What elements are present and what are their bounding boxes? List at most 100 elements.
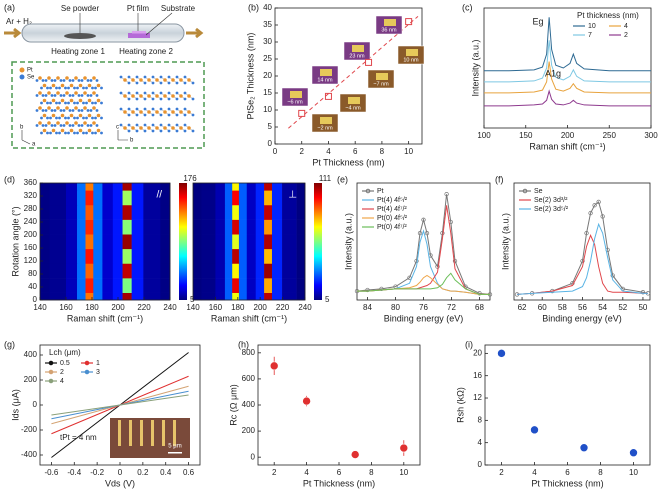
atom: [67, 131, 70, 135]
y-tick-label: 120: [24, 256, 38, 265]
heat-cell: [49, 190, 67, 206]
y-tick-label: 280: [24, 204, 38, 213]
inset-label: 14 nm: [317, 77, 333, 83]
x-tick-label: 76: [419, 303, 428, 312]
atom: [67, 116, 70, 120]
heat-cell: [143, 278, 161, 293]
atom: [151, 97, 155, 101]
afm-flake: [320, 117, 332, 124]
y-tick-label: 8: [478, 415, 483, 424]
heat-cell: [49, 278, 67, 293]
atom: [139, 110, 143, 114]
atom: [167, 97, 171, 101]
x-axis-label: Pt Thickness (nm): [312, 157, 384, 167]
atom: [78, 98, 83, 103]
atom: [44, 124, 48, 127]
heat-cell: [282, 278, 297, 293]
x-tick-label: 0: [273, 147, 278, 156]
x-tick-label: 0: [118, 468, 123, 477]
atom: [131, 94, 135, 98]
heat-cell: [112, 292, 123, 301]
atom: [80, 124, 84, 127]
heat-cell: [201, 219, 216, 235]
y-tick-label: 30: [263, 37, 272, 46]
atom: [82, 131, 85, 135]
atom: [119, 107, 123, 111]
heat-cell: [271, 263, 283, 279]
legend-label: 4: [624, 23, 628, 30]
heat-cell: [66, 263, 78, 279]
heat-cell: [131, 248, 144, 264]
colorbar: [179, 183, 187, 300]
heat-cell: [255, 292, 265, 301]
atom: [59, 94, 63, 97]
series-line: [484, 17, 651, 72]
atom: [183, 123, 187, 127]
atom: [191, 97, 195, 101]
plot-frame: [192, 182, 306, 301]
atom: [92, 91, 96, 95]
atom: [167, 129, 171, 133]
atom: [159, 81, 163, 85]
atom: [77, 79, 81, 82]
atom: [87, 113, 92, 118]
atom: [100, 101, 103, 105]
heat-cell: [40, 292, 51, 301]
atom: [44, 79, 48, 82]
atom: [64, 101, 67, 105]
atom: [38, 76, 42, 80]
heat-cell: [246, 292, 257, 301]
legend-label: 2: [60, 369, 64, 376]
afm-flake: [384, 19, 396, 26]
heat-cell: [215, 292, 226, 301]
x-tick-label: 0.6: [183, 468, 195, 477]
heat-cell: [296, 234, 306, 250]
atom: [56, 91, 60, 95]
atom: [47, 91, 51, 95]
atom: [71, 124, 75, 127]
atom: [83, 106, 87, 110]
x-tick-label: 160: [209, 303, 223, 312]
heat-cell: [143, 234, 161, 250]
heat-cell: [66, 292, 78, 301]
atom: [78, 128, 83, 133]
y-tick-label: 15: [263, 88, 272, 97]
heat-cell: [215, 219, 226, 235]
heat-cell: [215, 234, 226, 250]
fit-line: [288, 15, 419, 129]
heat-cell: [49, 263, 67, 279]
atom: [159, 123, 163, 127]
atom: [175, 113, 179, 117]
atom: [69, 98, 74, 103]
heat-cell: [224, 263, 233, 279]
heat-cell: [93, 278, 103, 293]
atom: [95, 94, 99, 97]
atom: [131, 126, 135, 130]
part-label: Substrate: [161, 4, 196, 13]
atom: [35, 79, 39, 82]
heat-cell: [77, 292, 86, 301]
heat-cell: [232, 219, 240, 235]
legend-marker: [522, 188, 528, 194]
legend-label: Pt: [377, 188, 384, 195]
atom: [135, 81, 139, 85]
heat-cell: [102, 204, 114, 220]
heat-cell: [102, 263, 114, 279]
x-tick-label: 150: [519, 131, 533, 140]
atom: [60, 128, 65, 133]
atom: [143, 113, 147, 117]
heat-cell: [85, 248, 94, 264]
atom: [74, 76, 78, 80]
heat-cell: [143, 292, 161, 301]
y-tick-label: 80: [28, 269, 37, 278]
heat-cell: [193, 183, 202, 191]
point: [584, 230, 589, 236]
legend-dot: [19, 67, 25, 73]
heat-cell: [112, 204, 123, 220]
atom: [46, 131, 49, 135]
atom: [94, 86, 97, 90]
atom: [191, 81, 195, 85]
heat-cell: [122, 234, 132, 250]
atom: [86, 94, 90, 97]
y-axis-label: PtSe₂ Thickness (nm): [245, 33, 255, 120]
